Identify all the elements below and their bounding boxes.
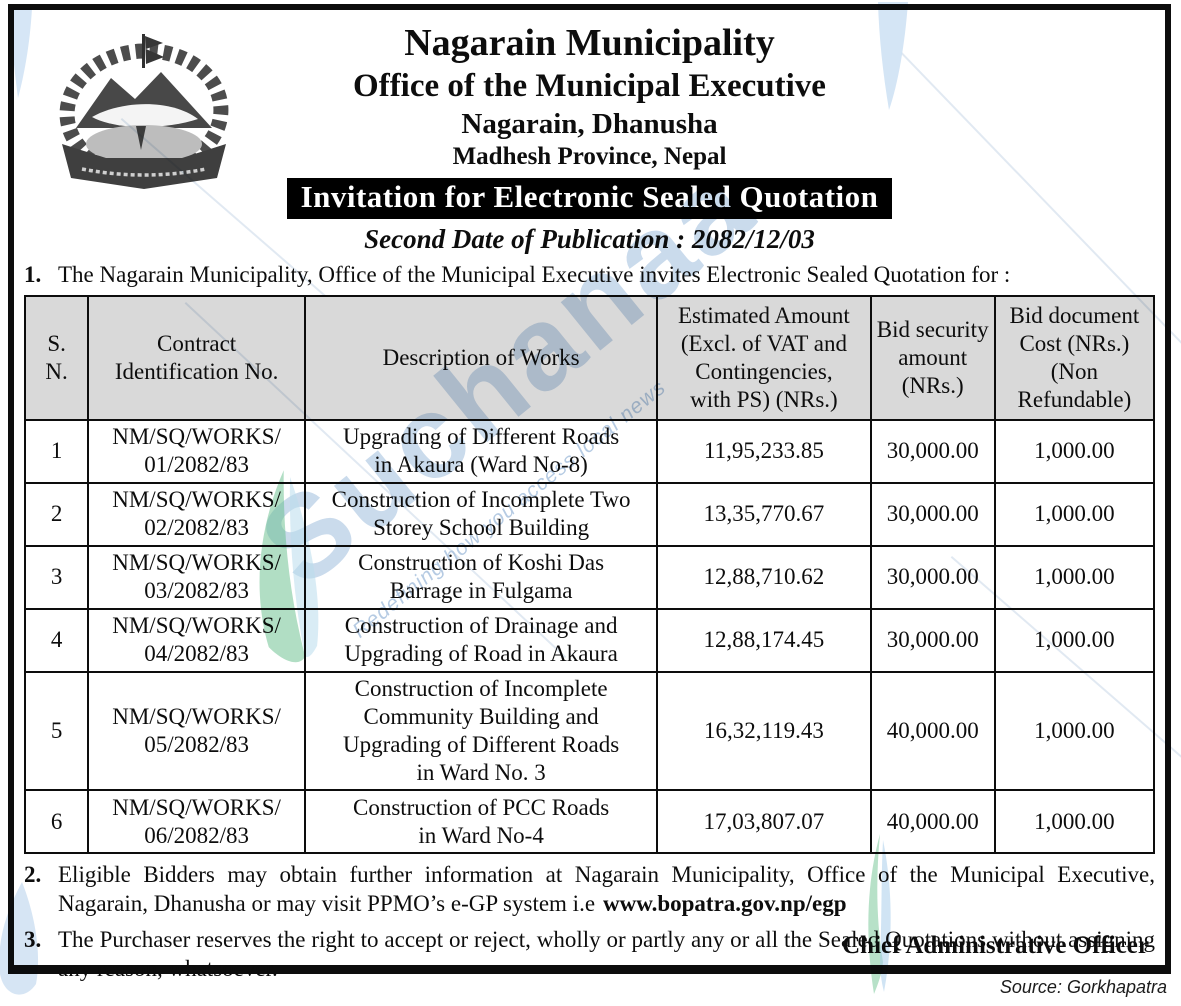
cell-bid-security: 40,000.00 — [869, 670, 996, 792]
note-3: 3. The Purchaser reserves the right to a… — [24, 926, 1155, 984]
notice-header: Nagarain Municipality Office of the Muni… — [24, 22, 1155, 254]
egp-url-text: www.bopatra.gov.np/egp — [603, 891, 847, 917]
quotation-table: S. N. Contract Identification No. Descri… — [23, 294, 1156, 855]
table-header-row: S. N. Contract Identification No. Descri… — [23, 294, 1156, 421]
cell-estimated-amount: 11,95,233.85 — [656, 418, 872, 484]
cell-bid-security: 30,000.00 — [869, 544, 996, 610]
table-row: 1 NM/SQ/WORKS/ 01/2082/83 Upgrading of D… — [23, 418, 1156, 484]
cell-sn: 1 — [23, 418, 90, 484]
intro-paragraph: 1. The Nagarain Municipality, Office of … — [24, 261, 1155, 290]
cell-contract-id: NM/SQ/WORKS/ 01/2082/83 — [87, 418, 306, 484]
cell-bid-security: 30,000.00 — [869, 481, 996, 547]
table-row: 2 NM/SQ/WORKS/ 02/2082/83 Construction o… — [23, 481, 1156, 547]
cell-contract-id: NM/SQ/WORKS/ 04/2082/83 — [87, 607, 306, 673]
cell-contract-id: NM/SQ/WORKS/ 05/2082/83 — [87, 670, 306, 792]
cell-estimated-amount: 12,88,710.62 — [656, 544, 872, 610]
cell-bid-security: 30,000.00 — [869, 418, 996, 484]
col-header-bid-doc-cost: Bid document Cost (NRs.) (Non Refundable… — [993, 294, 1156, 421]
office-title: Office of the Municipal Executive — [353, 67, 826, 104]
note-2-body: Eligible Bidders may obtain further info… — [58, 862, 1155, 917]
col-header-estimated-amount: Estimated Amount (Excl. of VAT and Conti… — [656, 294, 872, 421]
notice-document: Nagarain Municipality Office of the Muni… — [8, 4, 1171, 981]
cell-sn: 3 — [23, 544, 90, 610]
note-2: 2. Eligible Bidders may obtain further i… — [24, 861, 1155, 919]
cell-sn: 6 — [23, 789, 90, 855]
cell-description: Construction of Drainage and Upgrading o… — [303, 607, 659, 673]
cell-bid-security: 40,000.00 — [869, 789, 996, 855]
note-2-text: Eligible Bidders may obtain further info… — [58, 861, 1155, 919]
table-row: 4 NM/SQ/WORKS/ 04/2082/83 Construction o… — [23, 607, 1156, 673]
note-2-number: 2. — [24, 862, 42, 888]
municipality-title: Nagarain Municipality — [404, 22, 775, 64]
publication-date: Second Date of Publication : 2082/12/03 — [364, 223, 815, 254]
banner-row: Invitation for Electronic Sealed Quotati… — [24, 177, 1155, 219]
cell-contract-id: NM/SQ/WORKS/ 06/2082/83 — [87, 789, 306, 855]
province-line: Madhesh Province, Nepal — [452, 142, 727, 170]
note-3-text: The Purchaser reserves the right to acce… — [58, 927, 1155, 981]
cell-bid-doc-cost: 1,000.00 — [993, 607, 1156, 673]
table-row: 3 NM/SQ/WORKS/ 03/2082/83 Construction o… — [23, 544, 1156, 610]
cell-bid-doc-cost: 1,000.00 — [993, 789, 1156, 855]
invitation-banner: Invitation for Electronic Sealed Quotati… — [286, 177, 893, 219]
cell-contract-id: NM/SQ/WORKS/ 03/2082/83 — [87, 544, 306, 610]
col-header-contract-id: Contract Identification No. — [87, 294, 306, 421]
table-row: 5 NM/SQ/WORKS/ 05/2082/83 Construction o… — [23, 670, 1156, 792]
col-header-sn: S. N. — [23, 294, 90, 421]
cell-bid-doc-cost: 1,000.00 — [993, 418, 1156, 484]
cell-description: Upgrading of Different Roads in Akaura (… — [303, 418, 659, 484]
cell-contract-id: NM/SQ/WORKS/ 02/2082/83 — [87, 481, 306, 547]
signatory-title: Chief Administrative Officer — [842, 932, 1149, 959]
intro-text: The Nagarain Municipality, Office of the… — [58, 261, 1011, 287]
cell-estimated-amount: 13,35,770.67 — [656, 481, 872, 547]
cell-estimated-amount: 17,03,807.07 — [656, 789, 872, 855]
cell-bid-doc-cost: 1,000.00 — [993, 670, 1156, 792]
cell-sn: 2 — [23, 481, 90, 547]
cell-description: Construction of PCC Roads in Ward No-4 — [303, 789, 659, 855]
note-3-number: 3. — [24, 927, 42, 953]
cell-sn: 4 — [23, 607, 90, 673]
address-line: Nagarain, Dhanusha — [461, 107, 718, 140]
cell-description: Construction of Incomplete Community Bui… — [303, 670, 659, 792]
cell-bid-doc-cost: 1,000.00 — [993, 481, 1156, 547]
cell-description: Construction of Incomplete Two Storey Sc… — [303, 481, 659, 547]
source-credit: Source: Gorkhapatra — [999, 977, 1167, 997]
col-header-bid-security: Bid security amount (NRs.) — [869, 294, 996, 421]
cell-description: Construction of Koshi Das Barrage in Ful… — [303, 544, 659, 610]
cell-estimated-amount: 12,88,174.45 — [656, 607, 872, 673]
municipality-emblem-logo — [59, 34, 229, 189]
table-row: 6 NM/SQ/WORKS/ 06/2082/83 Construction o… — [23, 789, 1156, 855]
cell-bid-security: 30,000.00 — [869, 607, 996, 673]
intro-number: 1. — [24, 261, 42, 287]
cell-sn: 5 — [23, 670, 90, 792]
cell-bid-doc-cost: 1,000.00 — [993, 544, 1156, 610]
cell-estimated-amount: 16,32,119.43 — [656, 670, 872, 792]
col-header-description: Description of Works — [303, 294, 659, 421]
